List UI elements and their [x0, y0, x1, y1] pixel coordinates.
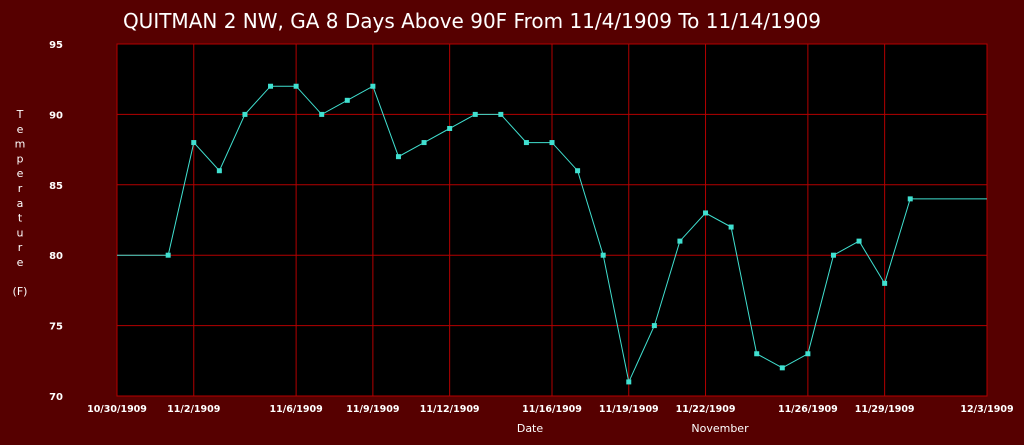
data-point [421, 140, 427, 146]
data-point [703, 210, 709, 216]
y-tick-label: 90 [49, 110, 63, 121]
y-axis-label-letter: e [17, 123, 24, 136]
data-point [651, 323, 657, 329]
data-point [830, 252, 836, 258]
data-point [165, 252, 171, 258]
y-axis-label-letter: e [17, 256, 24, 269]
data-point [344, 97, 350, 103]
x-tick-label: 11/26/1909 [778, 404, 838, 415]
data-point [575, 168, 581, 174]
y-tick-label: 80 [49, 251, 63, 262]
data-point [472, 111, 478, 117]
data-point [191, 140, 197, 146]
x-axis-label: Date [517, 422, 544, 435]
series-line [117, 85, 987, 384]
data-point [293, 83, 299, 89]
y-tick-label: 70 [49, 392, 63, 403]
x-tick-label: 11/19/1909 [599, 404, 659, 415]
data-point [882, 280, 888, 286]
x-tick-label: 11/9/1909 [346, 404, 399, 415]
plot-border [116, 43, 988, 397]
y-axis-label-letter: t [18, 212, 23, 225]
data-point [242, 111, 248, 117]
y-axis-label-letter: r [18, 182, 23, 195]
x-tick-label: 10/30/1909 [87, 404, 147, 415]
y-axis-label-letter: u [17, 226, 24, 239]
x-tick-label: 12/3/1909 [960, 404, 1013, 415]
data-point [779, 365, 785, 371]
data-point [728, 224, 734, 230]
data-point [549, 140, 555, 146]
x-axis-month-label: November [691, 422, 749, 435]
data-point [856, 238, 862, 244]
y-axis-label-letter: r [18, 241, 23, 254]
x-tick-label: 11/6/1909 [270, 404, 323, 415]
data-point [907, 196, 913, 202]
data-point [370, 83, 376, 89]
data-point [600, 252, 606, 258]
data-point [677, 238, 683, 244]
y-axis-unit-label: (F) [13, 285, 28, 298]
x-tick-label: 11/16/1909 [522, 404, 582, 415]
y-axis-label-letter: e [17, 167, 24, 180]
x-tick-label: 11/12/1909 [420, 404, 480, 415]
data-point [395, 154, 401, 160]
x-tick-label: 11/22/1909 [676, 404, 736, 415]
data-point [447, 125, 453, 131]
data-point [216, 168, 222, 174]
data-point [626, 379, 632, 385]
data-point [754, 351, 760, 357]
data-point [805, 351, 811, 357]
y-axis-label-letter: m [15, 138, 26, 151]
y-tick-label: 95 [49, 40, 63, 51]
data-point [523, 140, 529, 146]
x-tick-label: 11/2/1909 [167, 404, 220, 415]
y-tick-label: 85 [49, 181, 63, 192]
data-point [319, 111, 325, 117]
x-tick-label: 11/29/1909 [855, 404, 915, 415]
y-axis-label-letter: a [17, 197, 24, 210]
chart-title: QUITMAN 2 NW, GA 8 Days Above 90F From 1… [123, 9, 821, 33]
data-point [268, 83, 274, 89]
data-point [498, 111, 504, 117]
y-axis-label-letter: T [16, 108, 24, 121]
y-tick-label: 75 [49, 322, 63, 333]
y-axis-label-letter: p [17, 152, 24, 165]
